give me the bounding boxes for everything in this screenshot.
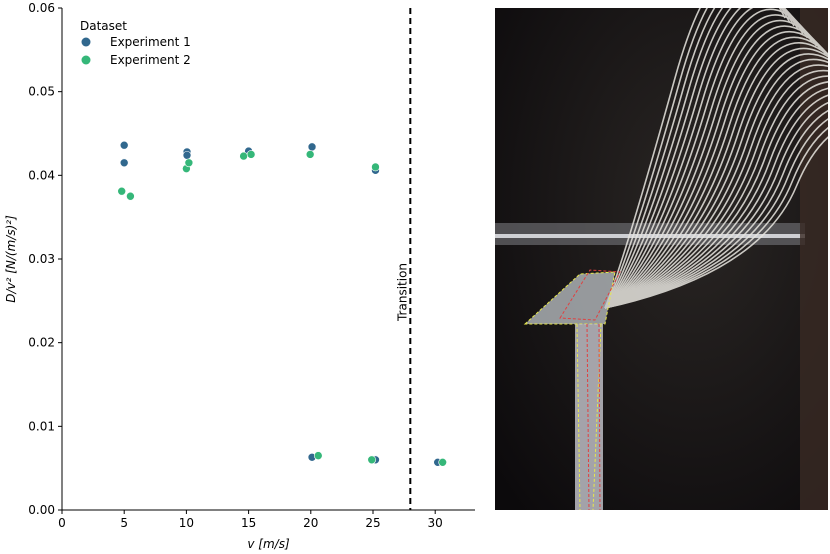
filament bbox=[604, 36, 828, 309]
y-tick-label: 0.02 bbox=[28, 336, 55, 350]
filament bbox=[604, 109, 828, 309]
filament bbox=[604, 69, 828, 309]
filament bbox=[604, 127, 828, 309]
x-axis-label: v [m/s] bbox=[247, 537, 290, 551]
legend-marker bbox=[81, 55, 91, 65]
y-axis-label: D/v² [N/(m/s)²] bbox=[4, 215, 18, 303]
filament bbox=[604, 136, 828, 309]
filament bbox=[604, 81, 828, 309]
data-point-2 bbox=[126, 191, 135, 201]
x-tick-label: 30 bbox=[428, 516, 443, 530]
y-tick-label: 0.06 bbox=[28, 1, 55, 15]
filament bbox=[604, 47, 828, 309]
filament bbox=[604, 8, 809, 309]
y-tick-label: 0.03 bbox=[28, 252, 55, 266]
filament bbox=[604, 8, 818, 309]
wind-tunnel-photo bbox=[495, 8, 828, 510]
y-tick-label: 0.00 bbox=[28, 503, 55, 517]
filament bbox=[604, 94, 828, 309]
data-point-2 bbox=[246, 150, 256, 159]
filament bbox=[604, 8, 800, 309]
filament bbox=[604, 8, 795, 309]
data-point-2 bbox=[313, 451, 323, 460]
y-tick-label: 0.01 bbox=[28, 419, 55, 433]
data-point-1 bbox=[119, 158, 129, 168]
x-tick-label: 15 bbox=[241, 516, 256, 530]
filament bbox=[604, 8, 804, 309]
filament bbox=[604, 87, 828, 309]
data-point-1 bbox=[119, 140, 129, 150]
x-tick-label: 10 bbox=[179, 516, 194, 530]
data-point-1 bbox=[182, 150, 192, 160]
filament bbox=[604, 19, 827, 309]
scatter-chart: 0 5 10 15 20 25 30 0.00 0.01 0.02 0.03 0.04 0.05 0.06… bbox=[4, 1, 475, 551]
filament bbox=[604, 53, 828, 309]
data-point-2 bbox=[239, 151, 248, 161]
filament bbox=[604, 75, 828, 309]
data-point-2 bbox=[367, 455, 377, 465]
legend-marker bbox=[81, 37, 91, 47]
filament bbox=[604, 118, 828, 309]
transition-label: Transition bbox=[395, 263, 409, 322]
filament bbox=[604, 8, 813, 309]
data-point-2 bbox=[371, 162, 380, 172]
x-tick-label: 5 bbox=[120, 516, 128, 530]
filament bbox=[604, 8, 791, 309]
filament bbox=[604, 42, 828, 309]
data-point-2 bbox=[305, 150, 315, 159]
x-tick-label: 20 bbox=[303, 516, 318, 530]
filament bbox=[604, 102, 828, 309]
y-tick-label: 0.05 bbox=[28, 85, 55, 99]
legend-label: Experiment 1 bbox=[110, 35, 191, 49]
data-point-2 bbox=[117, 186, 127, 196]
data-point-2 bbox=[184, 158, 194, 168]
legend-label: Experiment 2 bbox=[110, 53, 191, 67]
filament bbox=[604, 64, 828, 309]
legend-title: Dataset bbox=[80, 19, 127, 33]
filament bbox=[604, 58, 828, 309]
y-tick-label: 0.04 bbox=[28, 168, 55, 182]
data-point-1 bbox=[307, 142, 317, 152]
filament bbox=[604, 8, 786, 309]
filament bbox=[604, 14, 822, 309]
filament bbox=[604, 25, 828, 309]
x-tick-label: 25 bbox=[365, 516, 380, 530]
x-tick-label: 0 bbox=[58, 516, 66, 530]
filament bbox=[604, 31, 828, 309]
data-point-2 bbox=[438, 458, 447, 467]
